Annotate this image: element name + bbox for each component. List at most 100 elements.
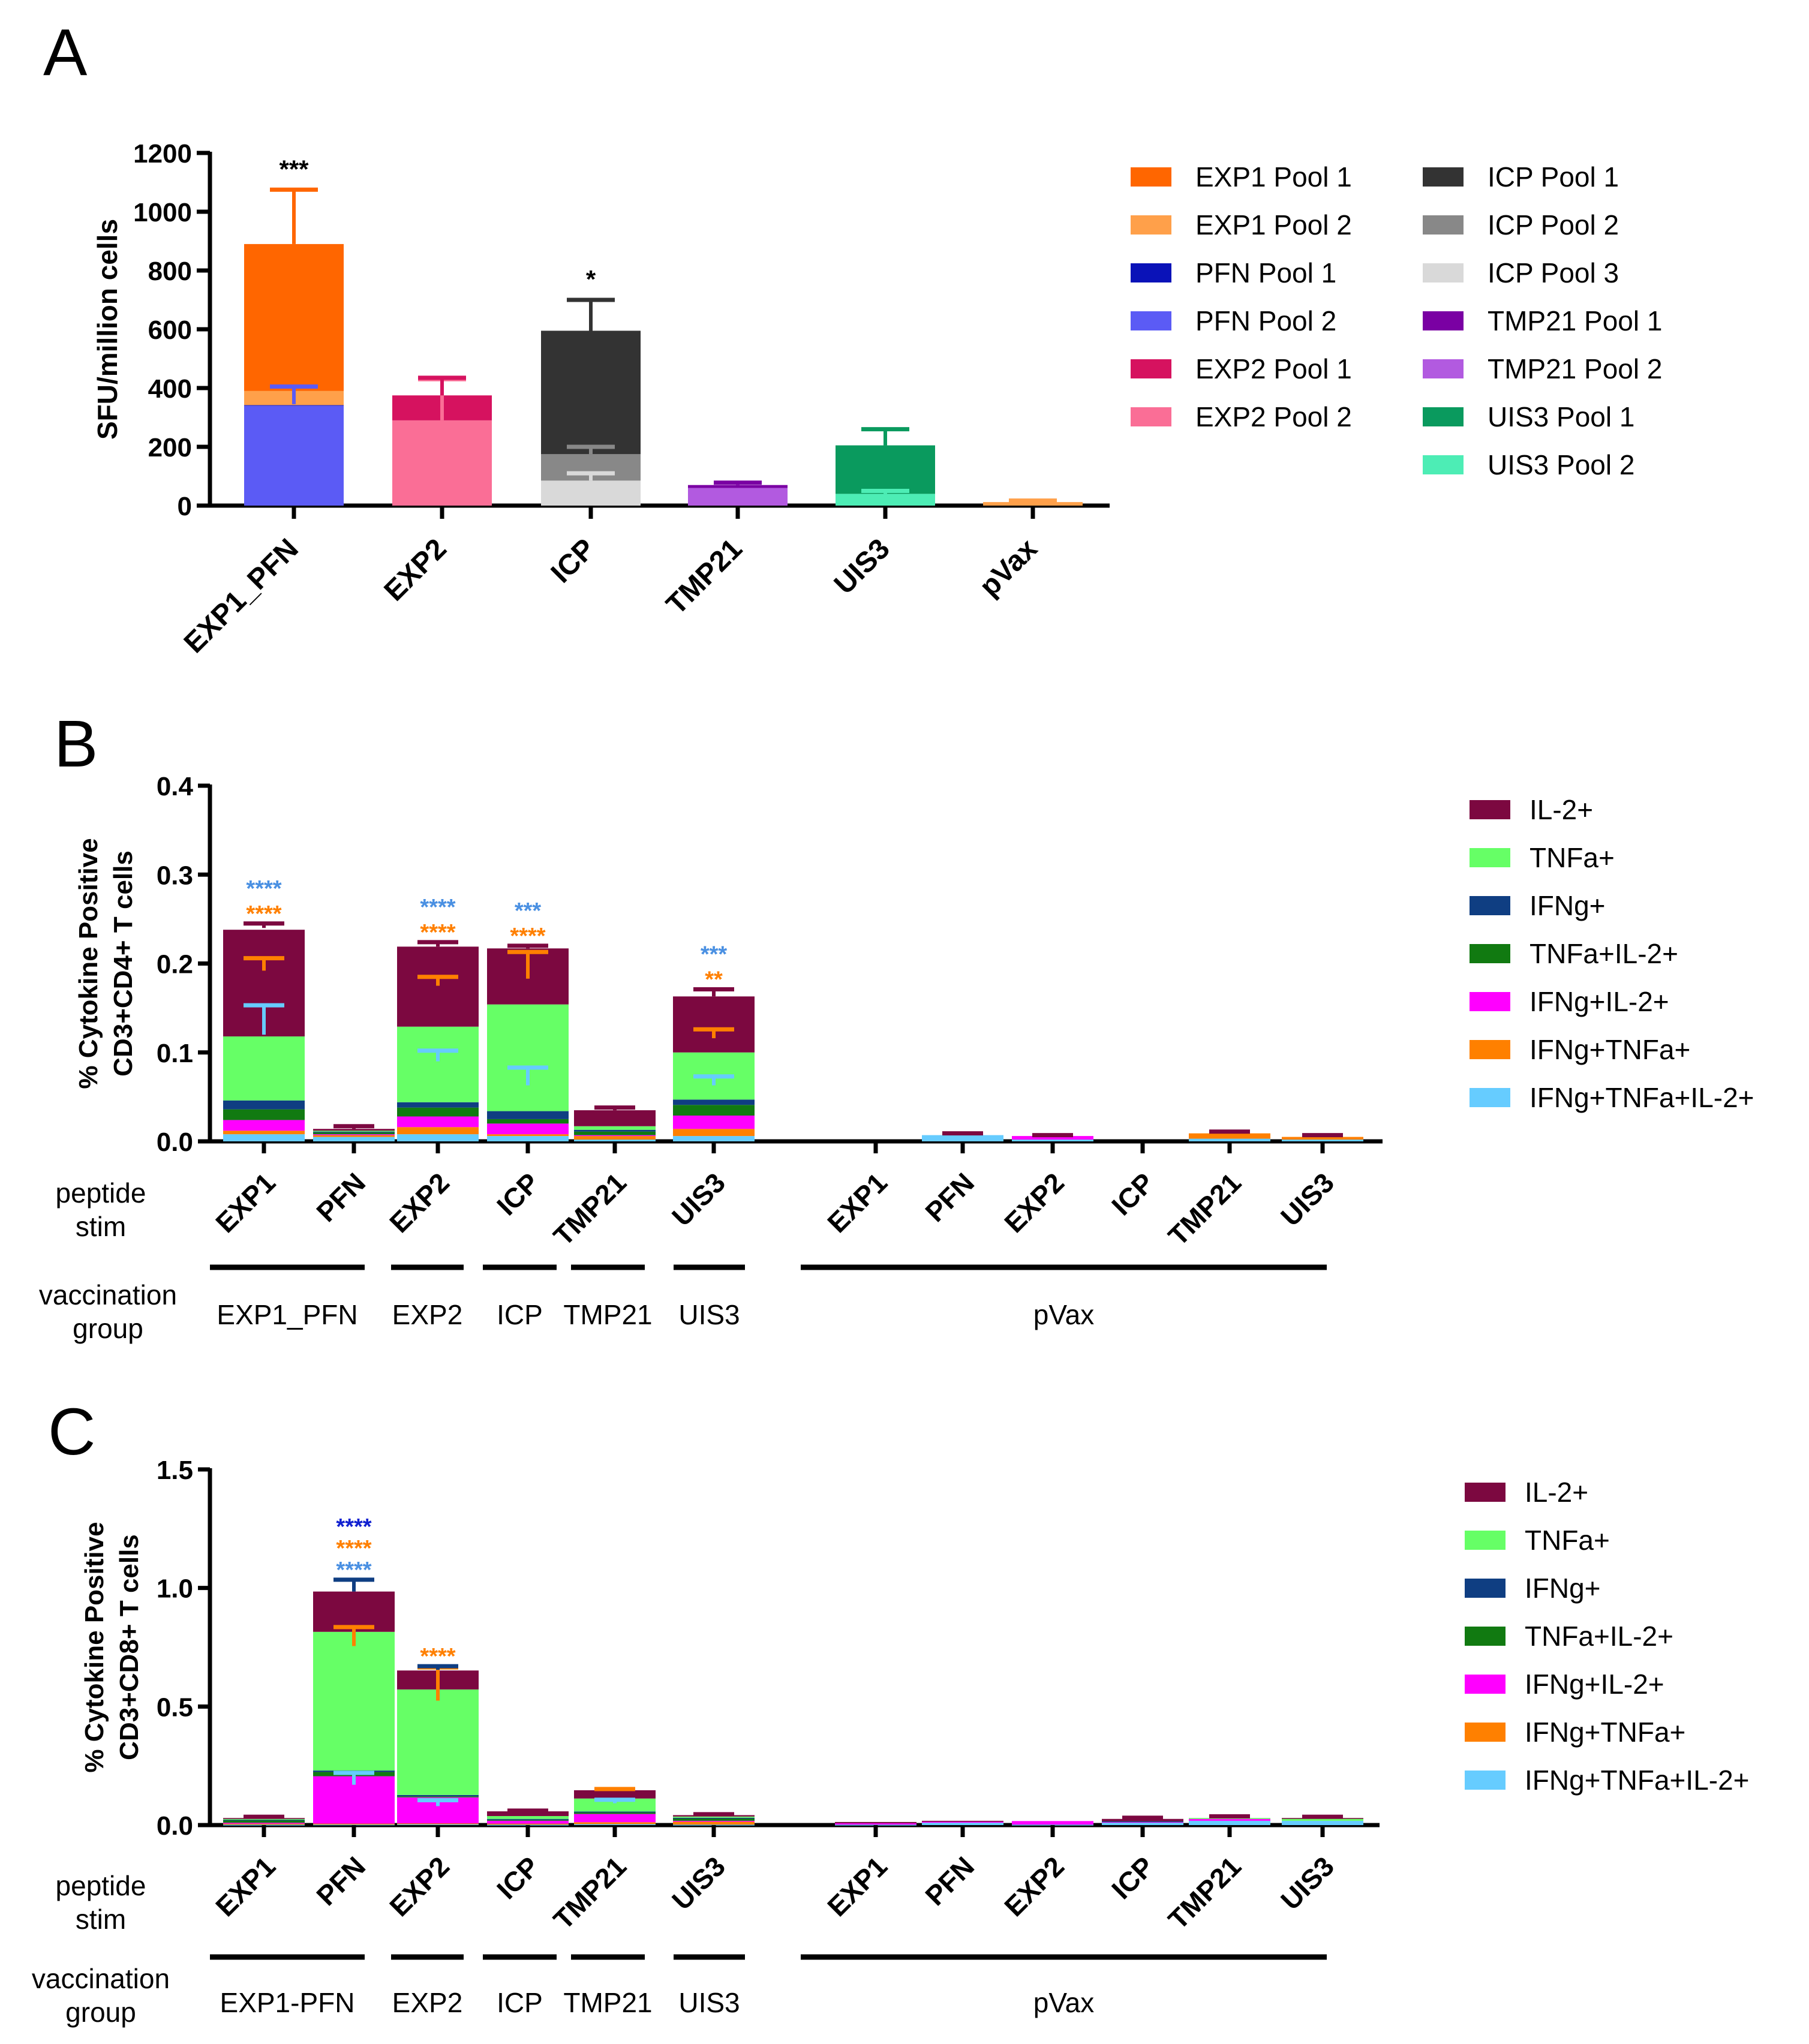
legend-swatch [1131, 359, 1171, 378]
bar-segment [223, 1819, 305, 1821]
legend-label: TMP21 Pool 2 [1488, 353, 1662, 384]
bar-segment [223, 1036, 305, 1101]
x-tick-label: TMP21 [1162, 1850, 1247, 1935]
legend-label: IFNg+TNFa+IL-2+ [1525, 1765, 1750, 1796]
significance-marker: **** [420, 1644, 455, 1669]
legend-label: EXP2 Pool 1 [1195, 353, 1352, 384]
legend-label: TNFa+ [1525, 1525, 1610, 1556]
x-tick-label: UIS3 [828, 533, 896, 600]
bar-segment [397, 1796, 479, 1797]
bar-segment [397, 1116, 479, 1128]
bar-segment [223, 1824, 305, 1826]
bar-segment [1102, 1818, 1183, 1821]
legend-label: IFNg+TNFa+ [1525, 1717, 1685, 1748]
legend-swatch [1423, 455, 1464, 474]
legend-swatch [1465, 1483, 1506, 1502]
significance-marker: *** [515, 898, 542, 924]
x-tick-label: EXP1 [821, 1167, 893, 1239]
legend-label: IL-2+ [1529, 794, 1593, 825]
legend-label: IFNg+TNFa+ [1529, 1034, 1690, 1065]
legend-swatch [1131, 311, 1171, 330]
bar-segment [574, 1822, 656, 1824]
x-tick-label: UIS3 [1275, 1167, 1340, 1232]
group-label: TMP21 [563, 1987, 652, 2018]
bar-group [922, 1820, 1003, 1825]
bar-group [1012, 1133, 1093, 1141]
bar-segment [1282, 1137, 1363, 1140]
bar-segment [1012, 1136, 1093, 1140]
y-tick-label: 0.1 [157, 1039, 193, 1068]
legend-swatch [1423, 407, 1464, 426]
bar-group [1189, 1129, 1270, 1141]
bar-segment [673, 1129, 755, 1137]
bar-segment [1012, 1824, 1093, 1826]
group-label: pVax [1033, 1299, 1094, 1330]
x-tick-label: ICP [491, 1167, 545, 1221]
bar-segment [487, 1820, 569, 1821]
significance-marker: **** [336, 1536, 371, 1561]
bar-group [313, 1124, 395, 1141]
legend-swatch [1423, 167, 1464, 187]
bar-segment [1189, 1133, 1270, 1139]
bar-segment [397, 1127, 479, 1135]
bar-segment [673, 1136, 755, 1141]
bar-segment [487, 1004, 569, 1111]
x-tick-label: EXP1 [209, 1167, 281, 1239]
bar-segment [1189, 1820, 1270, 1825]
bar-segment [223, 1109, 305, 1120]
x-tick-label: ICP [1105, 1167, 1160, 1221]
y-tick-label: 0.4 [157, 772, 194, 801]
bar-segment [673, 1099, 755, 1105]
bar-group: ******** [397, 895, 479, 1141]
bar-group [1012, 1821, 1093, 1826]
x-tick-label: ICP [1105, 1850, 1160, 1905]
vaccination-group-label: group [65, 1997, 136, 2028]
bar-group [487, 1808, 569, 1826]
significance-marker: * [586, 265, 596, 293]
bar-segment [1282, 1818, 1363, 1821]
legend: IL-2+TNFa+IFNg+TNFa+IL-2+IFNg+IL-2+IFNg+… [1470, 794, 1754, 1113]
panel-c: C 0.0 0.5 1.0 1.5 % Cytokine Positive CD3+CD8+… [32, 1395, 1750, 2028]
bar-segment [835, 1824, 916, 1826]
bar-segment [673, 996, 755, 1053]
bar-segment [487, 1136, 569, 1141]
bar-segment [673, 1820, 755, 1822]
bar-segment [673, 1105, 755, 1116]
y-tick-label: 400 [148, 374, 192, 404]
legend-swatch [1470, 1088, 1510, 1107]
y-tick-label: 1000 [133, 198, 192, 227]
panel-letter: C [48, 1395, 95, 1469]
x-tick-label: TMP21 [660, 533, 749, 621]
legend-label: ICP Pool 1 [1488, 161, 1619, 193]
peptide-stim-label: peptide [56, 1177, 146, 1209]
bar-group [1282, 1814, 1363, 1825]
y-tick-label: 0 [178, 492, 192, 521]
bar-segment [574, 1136, 656, 1140]
bar-segment [313, 1631, 395, 1771]
vaccination-group-label: vaccination [32, 1963, 170, 1994]
bar-segment [397, 1107, 479, 1117]
bar-group [223, 1814, 305, 1826]
x-tick-label: ICP [491, 1850, 545, 1905]
bar-segment [397, 1026, 479, 1102]
x-tick-label: UIS3 [666, 1850, 731, 1916]
y-tick-label: 200 [148, 433, 192, 462]
bar-segment [397, 1102, 479, 1108]
bar-group [574, 1105, 656, 1141]
y-axis-title: % Cytokine Positive [74, 838, 103, 1089]
group-label: pVax [1033, 1987, 1094, 2018]
bar-segment [673, 1816, 755, 1818]
significance-marker: **** [336, 1558, 371, 1583]
y-tick-label: 0.3 [157, 861, 193, 890]
bar-segment [313, 1135, 395, 1137]
bar-segment [487, 1123, 569, 1135]
bar-segment [223, 1120, 305, 1131]
legend-swatch [1470, 1040, 1510, 1059]
bar-segment [313, 1134, 395, 1135]
legend-label: UIS3 Pool 1 [1488, 401, 1634, 432]
bar-segment [244, 244, 344, 391]
bar-segment [487, 1818, 569, 1820]
legend-label: UIS3 Pool 2 [1488, 449, 1634, 480]
legend-label: TMP21 Pool 1 [1488, 305, 1662, 336]
bar-segment [835, 1821, 916, 1823]
